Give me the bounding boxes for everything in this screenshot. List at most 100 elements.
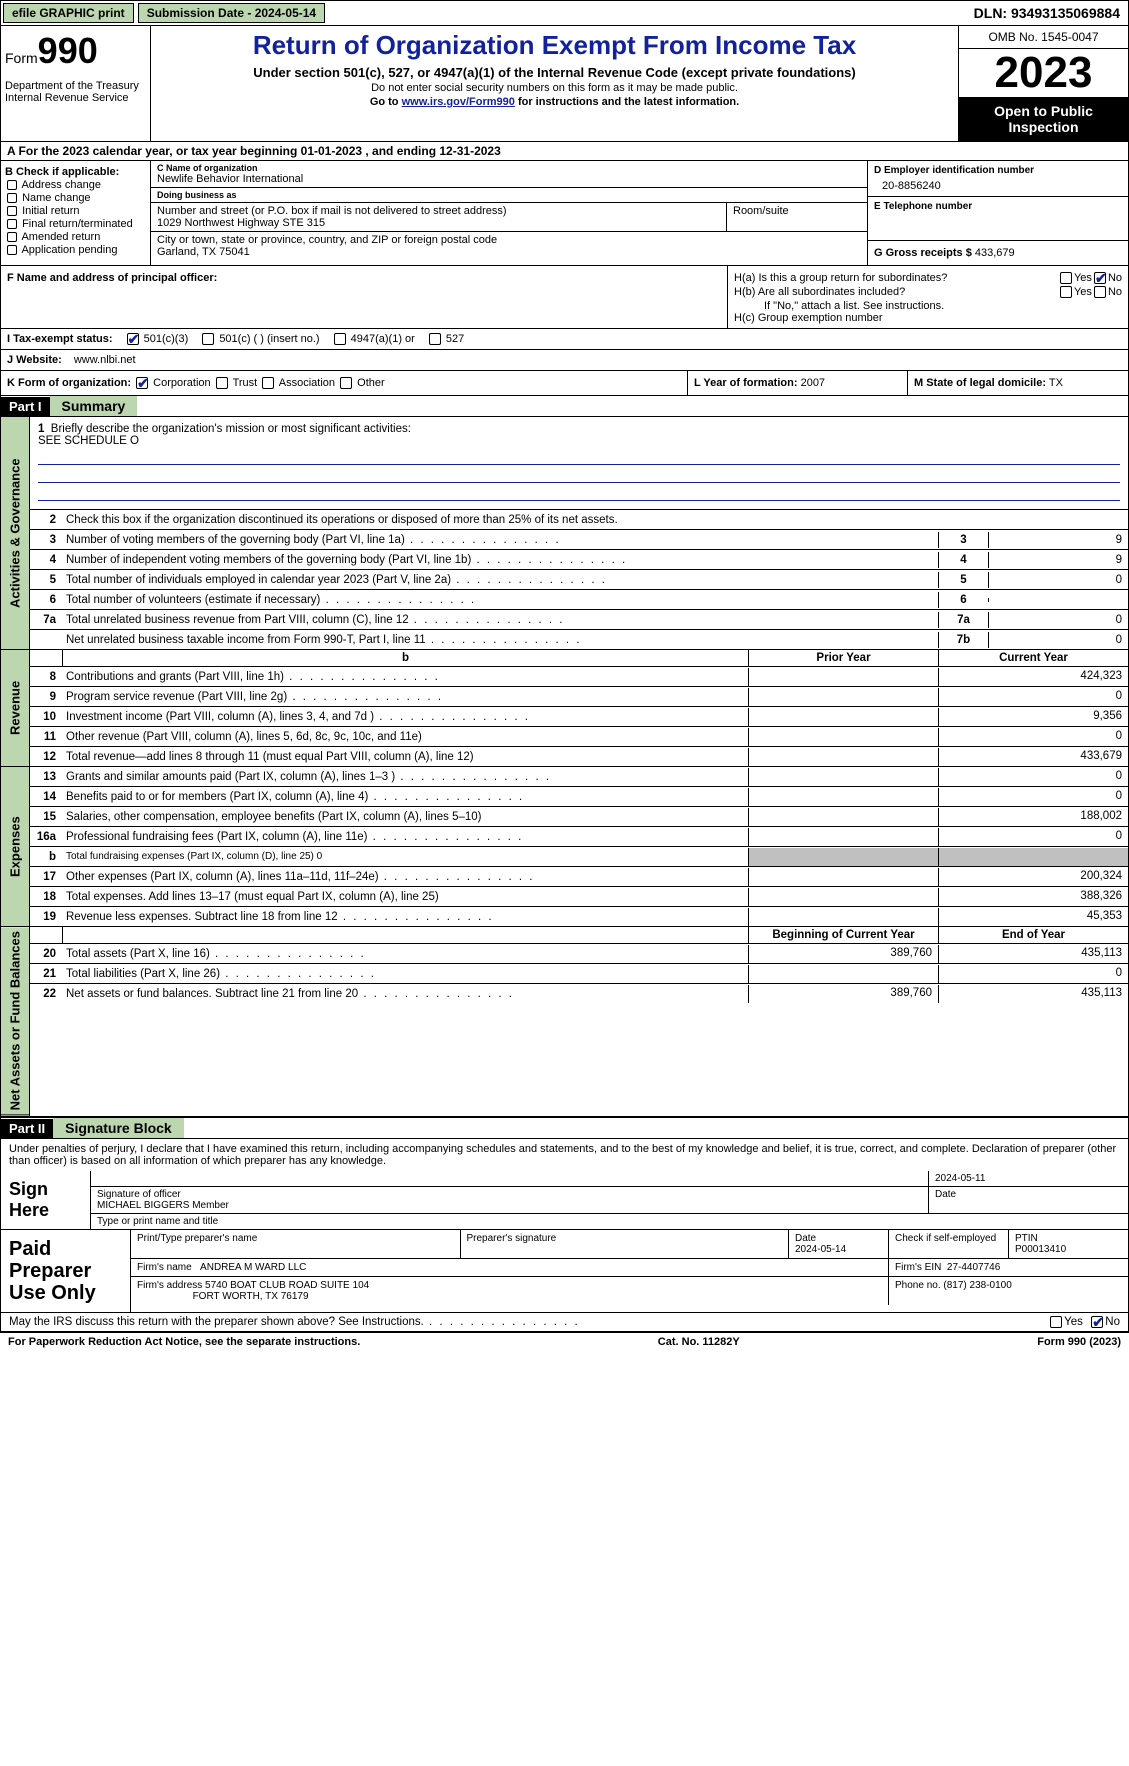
cb-address-change[interactable] bbox=[7, 180, 17, 190]
cb-discuss-yes[interactable] bbox=[1050, 1316, 1062, 1328]
paid-preparer-label: Paid Preparer Use Only bbox=[1, 1230, 131, 1312]
val-4: 9 bbox=[988, 552, 1128, 568]
val-7b: 0 bbox=[988, 632, 1128, 648]
irs-link[interactable]: www.irs.gov/Form990 bbox=[402, 96, 515, 108]
firm-addr1: 5740 BOAT CLUB ROAD SUITE 104 bbox=[205, 1280, 369, 1291]
cb-assoc[interactable] bbox=[262, 377, 274, 389]
cb-hb-no[interactable] bbox=[1094, 286, 1106, 298]
ein-value: 20-8856240 bbox=[874, 176, 1122, 192]
paid-preparer-block: Paid Preparer Use Only Print/Type prepar… bbox=[0, 1230, 1129, 1313]
cur-15: 188,002 bbox=[938, 808, 1128, 826]
cb-application-pending[interactable] bbox=[7, 245, 17, 255]
ssn-note: Do not enter social security numbers on … bbox=[159, 82, 950, 94]
cb-trust[interactable] bbox=[216, 377, 228, 389]
val-7a: 0 bbox=[988, 612, 1128, 628]
addr-value: 1029 Northwest Highway STE 315 bbox=[157, 217, 720, 229]
cb-ha-no[interactable] bbox=[1094, 272, 1106, 284]
section-bcde: B Check if applicable: Address change Na… bbox=[0, 161, 1129, 266]
box-c: C Name of organization Newlife Behavior … bbox=[151, 161, 868, 265]
addr-label: Number and street (or P.O. box if mail i… bbox=[157, 205, 720, 217]
ptin: P00013410 bbox=[1015, 1244, 1066, 1255]
cur-19: 45,353 bbox=[938, 908, 1128, 926]
discuss-row: May the IRS discuss this return with the… bbox=[0, 1313, 1129, 1332]
dba-label: Doing business as bbox=[157, 190, 861, 200]
cur-18: 388,326 bbox=[938, 888, 1128, 906]
city-value: Garland, TX 75041 bbox=[157, 246, 861, 258]
firm-phone: (817) 238-0100 bbox=[943, 1280, 1011, 1291]
box-b: B Check if applicable: Address change Na… bbox=[1, 161, 151, 265]
open-to-public: Open to Public Inspection bbox=[959, 97, 1128, 141]
dln: DLN: 93493135069884 bbox=[966, 3, 1128, 23]
sign-here-block: Sign Here 2024-05-11 Signature of office… bbox=[0, 1171, 1129, 1230]
cur-11: 0 bbox=[938, 728, 1128, 746]
gross-receipts-label: G Gross receipts $ bbox=[874, 247, 972, 259]
perjury-statement: Under penalties of perjury, I declare th… bbox=[0, 1139, 1129, 1171]
part-i-header: Part ISummary bbox=[0, 396, 1129, 417]
submission-date: Submission Date - 2024-05-14 bbox=[138, 3, 325, 23]
cur-12: 433,679 bbox=[938, 748, 1128, 766]
beg-20: 389,760 bbox=[748, 945, 938, 963]
cur-9: 0 bbox=[938, 688, 1128, 706]
box-h: H(a) Is this a group return for subordin… bbox=[728, 266, 1128, 328]
phone-value bbox=[874, 212, 1122, 216]
part-ii-header: Part IISignature Block bbox=[0, 1117, 1129, 1139]
cb-501c[interactable] bbox=[202, 333, 214, 345]
cur-16a: 0 bbox=[938, 828, 1128, 846]
omb-number: OMB No. 1545-0047 bbox=[959, 26, 1128, 49]
cb-initial-return[interactable] bbox=[7, 206, 17, 216]
cb-discuss-no[interactable] bbox=[1091, 1316, 1103, 1328]
mission-text: SEE SCHEDULE O bbox=[38, 435, 139, 447]
state-domicile: TX bbox=[1049, 377, 1063, 389]
city-label: City or town, state or province, country… bbox=[157, 234, 861, 246]
website-value: www.nlbi.net bbox=[74, 354, 136, 366]
room-label: Room/suite bbox=[733, 205, 861, 217]
vtab-governance: Activities & Governance bbox=[1, 417, 29, 650]
firm-addr2: FORT WORTH, TX 76179 bbox=[193, 1291, 309, 1302]
cb-527[interactable] bbox=[429, 333, 441, 345]
form-title: Return of Organization Exempt From Incom… bbox=[159, 30, 950, 61]
tax-year: 2023 bbox=[959, 49, 1128, 97]
vtab-revenue: Revenue bbox=[1, 650, 29, 767]
summary-table: Activities & Governance 1 Briefly descri… bbox=[0, 417, 1129, 1116]
cb-hb-yes[interactable] bbox=[1060, 286, 1072, 298]
vtab-expenses: Expenses bbox=[1, 767, 29, 927]
instructions-note: Go to www.irs.gov/Form990 for instructio… bbox=[159, 96, 950, 108]
end-21: 0 bbox=[938, 965, 1128, 983]
beg-22: 389,760 bbox=[748, 985, 938, 1003]
form-subtitle: Under section 501(c), 527, or 4947(a)(1)… bbox=[159, 65, 950, 80]
footer: For Paperwork Reduction Act Notice, see … bbox=[0, 1332, 1129, 1351]
cb-amended-return[interactable] bbox=[7, 232, 17, 242]
val-3: 9 bbox=[988, 532, 1128, 548]
dept-label: Department of the Treasury Internal Reve… bbox=[5, 80, 146, 104]
end-22: 435,113 bbox=[938, 985, 1128, 1003]
sign-date: 2024-05-11 bbox=[928, 1171, 1128, 1186]
cb-final-return[interactable] bbox=[7, 219, 17, 229]
section-ijklm: I Tax-exempt status: 501(c)(3) 501(c) ( … bbox=[0, 329, 1129, 396]
cb-corp[interactable] bbox=[136, 377, 148, 389]
beg-21 bbox=[748, 965, 938, 983]
officer-name: MICHAEL BIGGERS Member bbox=[97, 1200, 229, 1211]
end-20: 435,113 bbox=[938, 945, 1128, 963]
section-fh: F Name and address of principal officer:… bbox=[0, 266, 1129, 329]
ein-label: D Employer identification number bbox=[874, 165, 1122, 176]
hb-note: If "No," attach a list. See instructions… bbox=[734, 300, 1122, 312]
cur-14: 0 bbox=[938, 788, 1128, 806]
form-label: Form990 bbox=[5, 30, 146, 72]
cb-other[interactable] bbox=[340, 377, 352, 389]
firm-ein: 27-4407746 bbox=[947, 1262, 1000, 1273]
form-header: Form990 Department of the Treasury Inter… bbox=[0, 26, 1129, 142]
sign-here-label: Sign Here bbox=[1, 1171, 91, 1229]
cb-ha-yes[interactable] bbox=[1060, 272, 1072, 284]
cur-13: 0 bbox=[938, 768, 1128, 786]
form-number: 990 bbox=[38, 30, 98, 71]
efile-print-button[interactable]: efile GRAPHIC print bbox=[3, 3, 134, 23]
cur-8: 424,323 bbox=[938, 668, 1128, 686]
box-d-e-g: D Employer identification number 20-8856… bbox=[868, 161, 1128, 265]
org-name: Newlife Behavior International bbox=[157, 173, 861, 185]
val-6 bbox=[988, 598, 1128, 602]
firm-name: ANDREA M WARD LLC bbox=[200, 1262, 306, 1273]
cb-501c3[interactable] bbox=[127, 333, 139, 345]
cb-name-change[interactable] bbox=[7, 193, 17, 203]
cb-4947[interactable] bbox=[334, 333, 346, 345]
val-5: 0 bbox=[988, 572, 1128, 588]
